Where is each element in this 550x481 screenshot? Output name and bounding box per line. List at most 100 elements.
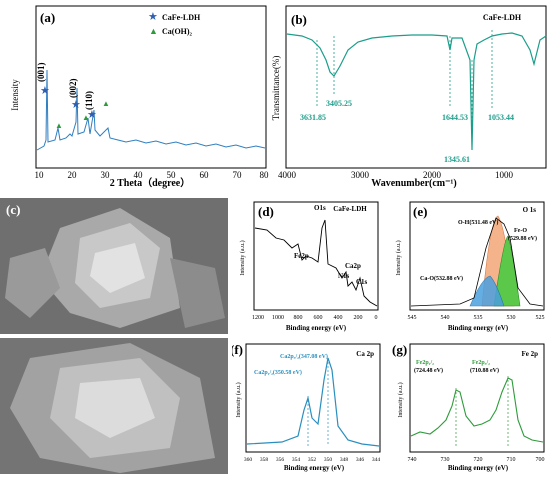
peak-annotation: N1s: [338, 272, 350, 280]
tick-label: 2000: [423, 170, 442, 180]
x-axis-label: Binding energy (eV): [286, 324, 347, 332]
peak-annotation: C1s: [356, 278, 368, 286]
panel-b-ftir: (b) CaFe-LDH Transmittance(%) Wavenumber…: [271, 0, 550, 192]
y-axis-label: Intensity: [10, 79, 20, 111]
triangle-icon: ▲: [102, 99, 110, 108]
tick-label: 4000: [278, 170, 297, 180]
tick-label: 346: [356, 457, 365, 463]
tick-label: 1000: [495, 170, 514, 180]
envelope: [410, 217, 544, 307]
frame: [253, 201, 379, 311]
panel-g-fe2p: (g) Fe 2p Intensity (a.u.) Binding energ…: [390, 340, 550, 476]
panel-f-ca2p: (f) Ca 2p Intensity (a.u.) Binding energ…: [230, 340, 382, 476]
chart-title: CaFe-LDH: [483, 13, 522, 22]
x-axis-label: Binding energy (eV): [284, 464, 345, 472]
peak-annotation: Ca2p₃/₂(347.08 eV): [280, 353, 328, 360]
tick-label: 720: [474, 457, 483, 463]
peak-annotation: Ca2p: [345, 262, 361, 270]
tick-label: 60: [200, 170, 210, 180]
panel-label: (g): [392, 342, 407, 357]
tick-label: 352: [308, 457, 317, 463]
tick-label: 70: [233, 170, 243, 180]
peak-annotation: (529.88 eV): [508, 235, 537, 242]
peak-label: (110): [84, 91, 94, 110]
x-axis-label: Binding energy (eV): [448, 324, 509, 332]
ca2p-chart: (f) Ca 2p Intensity (a.u.) Binding energ…: [230, 342, 381, 472]
tick-label: 530: [507, 315, 516, 321]
peak-annotation: 1644.53: [442, 113, 468, 122]
y-axis-label: Intensity (a.u.): [395, 240, 402, 275]
tick-label: 20: [68, 170, 78, 180]
star-icon: ★: [71, 99, 81, 111]
panel-label: (b): [291, 12, 307, 27]
sem-image-bottom: [0, 338, 228, 474]
tick-label: 3000: [351, 170, 370, 180]
tick-label: 30: [101, 170, 111, 180]
peak-annotation: (724.48 eV): [414, 367, 443, 374]
xps-survey-chart: (d) CaFe-LDH Intensity (a.u.) Binding en…: [239, 201, 379, 332]
sem-image-top: (c): [0, 198, 228, 334]
tick-label: 545: [408, 315, 417, 321]
panel-label: (c): [6, 202, 21, 217]
cao-peak: [469, 275, 505, 307]
tick-label: 50: [167, 170, 177, 180]
sem-texture: [0, 198, 228, 334]
ftir-chart: (b) CaFe-LDH Transmittance(%) Wavenumber…: [271, 5, 547, 189]
star-icon: ★: [40, 85, 50, 97]
tick-label: 1200: [252, 315, 264, 321]
peak-annotation: Ca2p₁/₂(350.58 eV): [254, 369, 302, 376]
x-axis-label: 2 Theta（degree）: [110, 176, 190, 189]
x-axis-label: Binding energy (eV): [448, 464, 509, 472]
tick-label: 800: [294, 315, 303, 321]
star-icon: ★: [87, 109, 97, 121]
peak-annotation: O-H(531.48 eV): [458, 219, 498, 226]
tick-label: 400: [334, 315, 343, 321]
peak-annotation: 1345.61: [444, 155, 470, 164]
peak-annotation: O1s: [314, 204, 326, 212]
ca2p-spectrum: [246, 357, 380, 447]
sem-texture: [0, 338, 228, 474]
chart-title: Fe 2p: [521, 350, 538, 358]
tick-label: 1000: [272, 315, 284, 321]
chart-title: Ca 2p: [356, 350, 374, 358]
fe2p-chart: (g) Fe 2p Intensity (a.u.) Binding energ…: [392, 342, 545, 472]
legend-caoh: Ca(OH)₂: [162, 27, 193, 36]
peak-annotation: 3631.85: [300, 113, 326, 122]
tick-label: 730: [441, 457, 450, 463]
tick-label: 350: [324, 457, 333, 463]
peak-label: (002): [68, 79, 78, 99]
tick-label: 358: [260, 457, 269, 463]
y-axis-label: Intensity (a.u.): [235, 382, 242, 417]
peak-annotation: Ca-O(532.88 eV): [420, 275, 463, 282]
xrd-chart: (a) Intensity 2 Theta（degree） 10 20 30 4…: [10, 5, 269, 189]
xrd-pattern: [36, 69, 266, 151]
tick-label: 0: [375, 315, 378, 321]
x-axis-label: Wavenumber(cm⁻¹): [371, 178, 456, 189]
peak-label: (001): [36, 63, 46, 83]
frame: [409, 343, 545, 453]
tick-label: 344: [372, 457, 381, 463]
tick-label: 710: [507, 457, 516, 463]
tick-label: 700: [536, 457, 545, 463]
o1s-chart: (e) O 1s Intensity (a.u.) Binding energy…: [395, 201, 545, 332]
tick-label: 356: [276, 457, 285, 463]
chart-title: CaFe-LDH: [333, 205, 367, 213]
y-axis-label: Transmittance(%): [272, 56, 281, 121]
ftir-frame: [285, 5, 547, 169]
panel-d-xps-survey: (d) CaFe-LDH Intensity (a.u.) Binding en…: [232, 198, 382, 336]
peak-annotation: (710.88 eV): [470, 367, 499, 374]
peak-annotation: Fe2p₃/₂: [472, 360, 490, 366]
peak-annotation: Fe2p: [294, 252, 309, 260]
y-axis-label: Intensity (a.u.): [397, 382, 404, 417]
feo-peak: [493, 235, 521, 307]
peak-annotation: 3405.25: [326, 99, 352, 108]
peak-annotation: Fe2p₁/₂: [416, 360, 434, 366]
tick-label: 535: [474, 315, 483, 321]
survey-spectrum: [254, 219, 378, 307]
tick-label: 200: [354, 315, 363, 321]
triangle-icon: ▲: [149, 26, 158, 36]
panel-label: (d): [258, 204, 274, 219]
tick-label: 354: [292, 457, 301, 463]
legend-ldh: CaFe-LDH: [162, 13, 201, 22]
triangle-icon: ▲: [82, 113, 90, 122]
